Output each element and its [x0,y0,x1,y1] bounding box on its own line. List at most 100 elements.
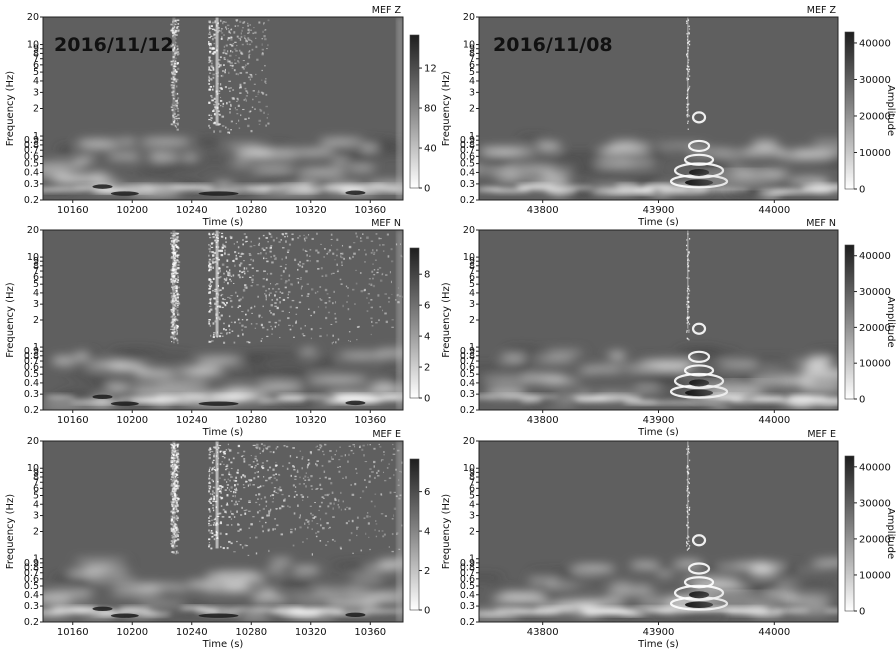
speckle [217,258,220,261]
speckle [292,484,295,487]
speckle [219,64,222,67]
burst [170,230,181,345]
burst-tail [694,381,775,398]
ridge-blob [132,397,182,401]
speckle [327,460,331,463]
band-blob [373,600,403,608]
speckle [340,491,342,494]
speckle [208,72,212,74]
speckle [229,299,233,303]
y-tick-label: 0.9 [24,558,39,569]
speckle [269,272,273,275]
band-blob [291,567,321,574]
speckle [246,341,249,343]
speckle [172,248,175,250]
speckle [173,506,175,510]
speckle [175,461,178,463]
speckle [687,42,689,44]
speckle [688,28,691,30]
speckle [336,466,340,468]
speckle [231,330,234,332]
speckle [176,272,179,274]
speckle [171,444,173,447]
band-blob [318,138,363,145]
speckle [173,468,176,471]
y-tick-label: 7 [33,54,39,65]
speckle [173,484,176,487]
speckle [688,492,691,495]
speckle [244,475,246,478]
speckle [230,275,233,278]
band-blob [82,149,128,154]
speckle [337,504,339,506]
speckle [173,275,176,278]
speckle [347,460,349,463]
speckle [374,505,376,508]
y-tick-label: 2 [33,104,39,115]
speckle [171,449,173,451]
colorbar-label: Amplitude [885,85,896,136]
speckle [293,495,296,498]
speckle [214,28,216,31]
speckle [218,232,221,234]
speckle [171,503,174,507]
speckle [177,247,179,249]
speckle [344,454,346,457]
speckle [173,527,176,530]
band-blob [108,365,151,371]
speckle [176,456,178,459]
speckle [263,476,265,478]
speckle [687,78,690,80]
speckle [306,466,309,469]
speckle [219,30,223,32]
band-blob [717,362,763,368]
speckle [686,297,688,300]
speckle [384,479,387,482]
speckle [272,474,275,477]
speckle [687,448,690,450]
speckle [171,72,174,75]
speckle [338,506,340,509]
speckle [177,484,180,487]
speckle [686,540,688,543]
speckle [246,318,249,321]
speckle [221,37,223,40]
speckle [233,322,236,324]
ridge-blob [360,609,403,613]
speckle [171,103,173,106]
speckle [263,22,265,24]
speckle [252,516,255,518]
band-blob [133,152,155,161]
colorbar-tick-label: 6 [424,487,430,498]
speckle [228,458,230,461]
speckle [311,553,313,556]
speckle [226,332,228,335]
speckle [173,264,176,267]
colorbar-tick-label: 6 [424,301,430,312]
speckle [230,38,233,41]
speckle [386,233,389,236]
speckle [238,57,240,59]
speckle [382,309,384,312]
speckle [396,293,400,297]
speckle [229,328,231,331]
speckle [213,492,216,494]
speckle [268,445,271,448]
speckle [236,44,238,47]
speckle [214,34,216,36]
speckle [240,253,242,255]
band-blob [110,591,163,596]
speckle [172,251,175,255]
ridge-blob [44,395,76,399]
speckle [173,443,176,445]
speckle [208,43,212,45]
speckle [242,546,244,549]
speckle [686,506,688,509]
speckle [176,306,179,308]
speckle [278,297,281,299]
ridge-blob [536,607,575,611]
speckle [208,538,210,541]
speckle [212,254,215,256]
speckle [217,62,220,65]
speckle [173,65,176,68]
